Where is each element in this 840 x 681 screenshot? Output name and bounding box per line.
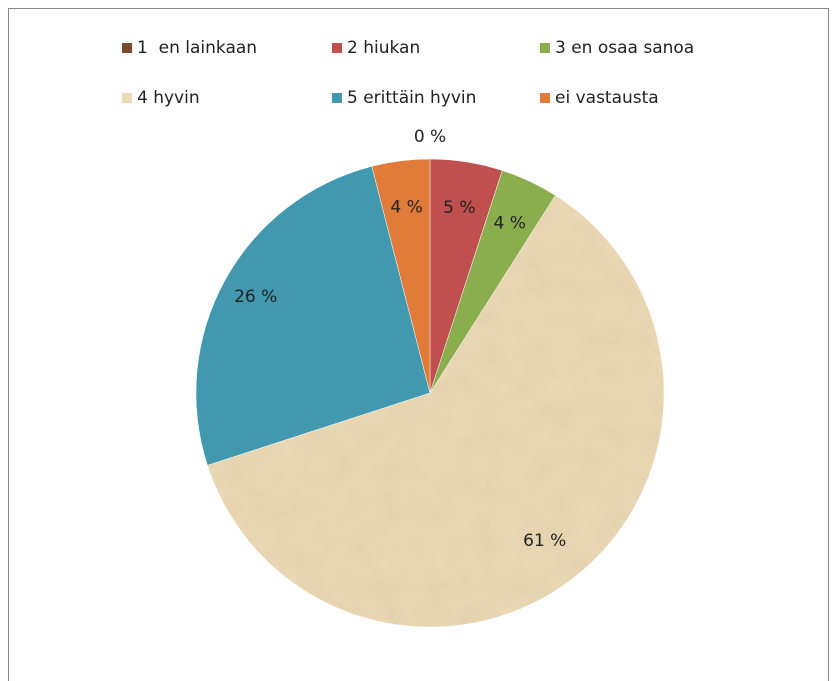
legend-label: ei vastausta xyxy=(555,88,659,108)
legend-swatch xyxy=(540,43,550,53)
data-label: 26 % xyxy=(234,287,277,307)
data-label: 5 % xyxy=(443,198,475,218)
legend-label: 2 hiukan xyxy=(347,38,420,58)
legend-label: 5 erittäin hyvin xyxy=(347,88,476,108)
pie-slice xyxy=(195,166,431,466)
legend-label: 4 hyvin xyxy=(137,88,200,108)
legend-swatch xyxy=(332,43,342,53)
legend-swatch xyxy=(540,93,550,103)
pie-slice xyxy=(207,195,665,628)
legend-swatch xyxy=(122,93,132,103)
data-label: 61 % xyxy=(523,531,566,551)
legend-label: 1 en lainkaan xyxy=(137,38,257,58)
data-label: 0 % xyxy=(414,127,446,147)
data-label: 4 % xyxy=(494,214,526,234)
legend-swatch xyxy=(122,43,132,53)
legend-label: 3 en osaa sanoa xyxy=(555,38,694,58)
legend-swatch xyxy=(332,93,342,103)
pie-slice xyxy=(371,158,431,394)
data-label: 4 % xyxy=(390,197,422,217)
